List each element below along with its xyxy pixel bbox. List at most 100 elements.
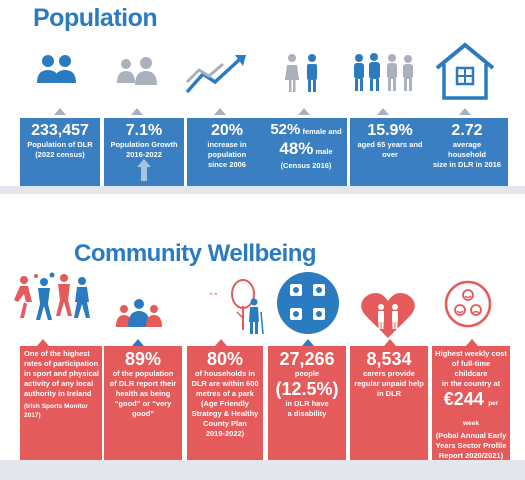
childcare-faces-icon [444, 280, 492, 328]
stat-label: aged 65 years and [357, 140, 423, 149]
card-line: Years Sector Profile [435, 441, 507, 450]
stat-label: Population of DLR [27, 140, 93, 149]
card-line: “good” or “very [114, 399, 172, 408]
card-line: of the population [112, 369, 174, 378]
wellbeing-card-health: 89% of the population of DLR report thei… [104, 346, 182, 466]
card-line: people [294, 369, 320, 378]
card-line: regular unpaid help [354, 379, 424, 388]
stat-line: 48% male [268, 140, 344, 161]
wellbeing-card-carers: 8,534 carers provide regular unpaid help… [350, 346, 428, 466]
stat-value: 89% [124, 349, 162, 369]
elderly-group-icon [354, 53, 413, 91]
card-line: activity of any local [24, 379, 94, 388]
stat-label: 2016-2022 [126, 150, 162, 159]
card-line: (Pobal Annual Early [435, 431, 507, 440]
health-people-icon [116, 299, 162, 327]
stat-card-growth: 7.1% Population Growth 2016-2022 [104, 118, 184, 188]
pointer [298, 108, 310, 115]
wellbeing-card-park: 80% of households in DLR are within 600 … [187, 346, 263, 466]
stat-value: 20% [210, 122, 244, 139]
card-line: carers provide [363, 369, 415, 378]
pointer [132, 339, 144, 346]
stat-note: (Census 2016) [280, 161, 332, 170]
card-line: 2019-2022) [205, 429, 245, 438]
stat-value: 7.1% [125, 122, 163, 139]
stat-value: 8,534 [366, 349, 412, 369]
trend-arrow-icon [185, 55, 246, 94]
pointer [215, 339, 227, 346]
wellbeing-card-sport: One of the highest rates of participatio… [20, 346, 102, 466]
stat-label: (2022 census) [35, 150, 85, 159]
pointer [459, 108, 471, 115]
growth-up-arrow-icon [137, 159, 151, 181]
stat-label: increase in [207, 140, 247, 149]
stat-label: since 2006 [208, 160, 246, 169]
stat-value: 15.9% [367, 122, 413, 139]
stat-card-gender: 52% female and 48% male (Census 2016) [265, 118, 347, 188]
stat-line: 52% female and [268, 122, 344, 140]
park-elderly-icon: ˄˄ [209, 279, 264, 335]
disability-icon [277, 272, 339, 334]
card-line: Strategy & Healthy [191, 409, 259, 418]
population-heading: Population [33, 4, 158, 32]
card-line: of full-time childcare [451, 359, 491, 378]
divider-band [0, 186, 525, 194]
stat-value: 80% [206, 349, 244, 369]
stat-label: Population Growth [110, 140, 178, 149]
pointer [37, 339, 49, 346]
female-male-icon [285, 54, 317, 92]
pointer [214, 108, 226, 115]
stat-card-increase: 20% increase in population since 2006 [187, 118, 267, 188]
card-line: County Plan [203, 419, 247, 428]
svg-text:˄˄: ˄˄ [209, 293, 218, 303]
stat-value: 233,457 [31, 122, 89, 139]
card-line: metres of a park [196, 389, 254, 398]
pointer [466, 339, 478, 346]
female-pct: 52% [270, 121, 301, 138]
sports-icon [14, 272, 90, 320]
divider-band [0, 460, 525, 480]
card-line: Highest weekly cost [435, 349, 507, 358]
stat-label: over [382, 150, 398, 159]
pointer [384, 339, 396, 346]
male-label: male [315, 147, 333, 156]
stat-card-household: 2.72 average household size in DLR in 20… [426, 118, 508, 188]
card-line: One of the highest [24, 349, 90, 358]
stat-label: population [207, 150, 247, 159]
female-label: female and [302, 127, 342, 136]
growth-people-icon [117, 57, 157, 85]
stat-card-elderly: 15.9% aged 65 years and over [350, 118, 430, 188]
wellbeing-card-disability: 27,266 people (12.5%) in DLR have a disa… [268, 346, 346, 466]
card-line: of DLR report their [109, 379, 177, 388]
card-line: in DLR have [285, 399, 329, 408]
stat-label: average [452, 140, 482, 149]
pointer [377, 108, 389, 115]
wellbeing-card-childcare: Highest weekly cost of full-time childca… [432, 346, 510, 466]
carer-heart-icon [361, 293, 415, 338]
stat-value: 27,266 [279, 349, 335, 369]
card-line: DLR are within 600 [191, 379, 259, 388]
card-line: rates of participation [24, 359, 99, 368]
card-line: in the country at [441, 379, 501, 388]
card-line: good” [131, 409, 155, 418]
stat-unit: per week [463, 400, 499, 427]
pointer [54, 108, 66, 115]
card-line: health as being [115, 389, 171, 398]
card-line: in sport and physical [24, 369, 100, 378]
card-source: (Irish Sports Monitor 2017) [24, 403, 88, 419]
pointer [302, 339, 314, 346]
wellbeing-heading: Community Wellbeing [74, 240, 317, 267]
stat-line: €244 per week [435, 389, 507, 431]
house-icon [435, 42, 495, 100]
card-line: a disability [287, 409, 327, 418]
stat-label: size in DLR in 2016 [433, 160, 501, 169]
pointer [131, 108, 143, 115]
people-icon [37, 55, 76, 83]
stat-card-population: 233,457 Population of DLR (2022 census) [20, 118, 100, 188]
male-pct: 48% [279, 139, 314, 158]
card-line: authority in Ireland [24, 389, 92, 398]
card-line: (Age Friendly [201, 399, 249, 408]
card-line: Report 2020/2021) [438, 451, 504, 460]
stat-value: (12.5%) [275, 379, 339, 399]
card-line: of households in [195, 369, 255, 378]
